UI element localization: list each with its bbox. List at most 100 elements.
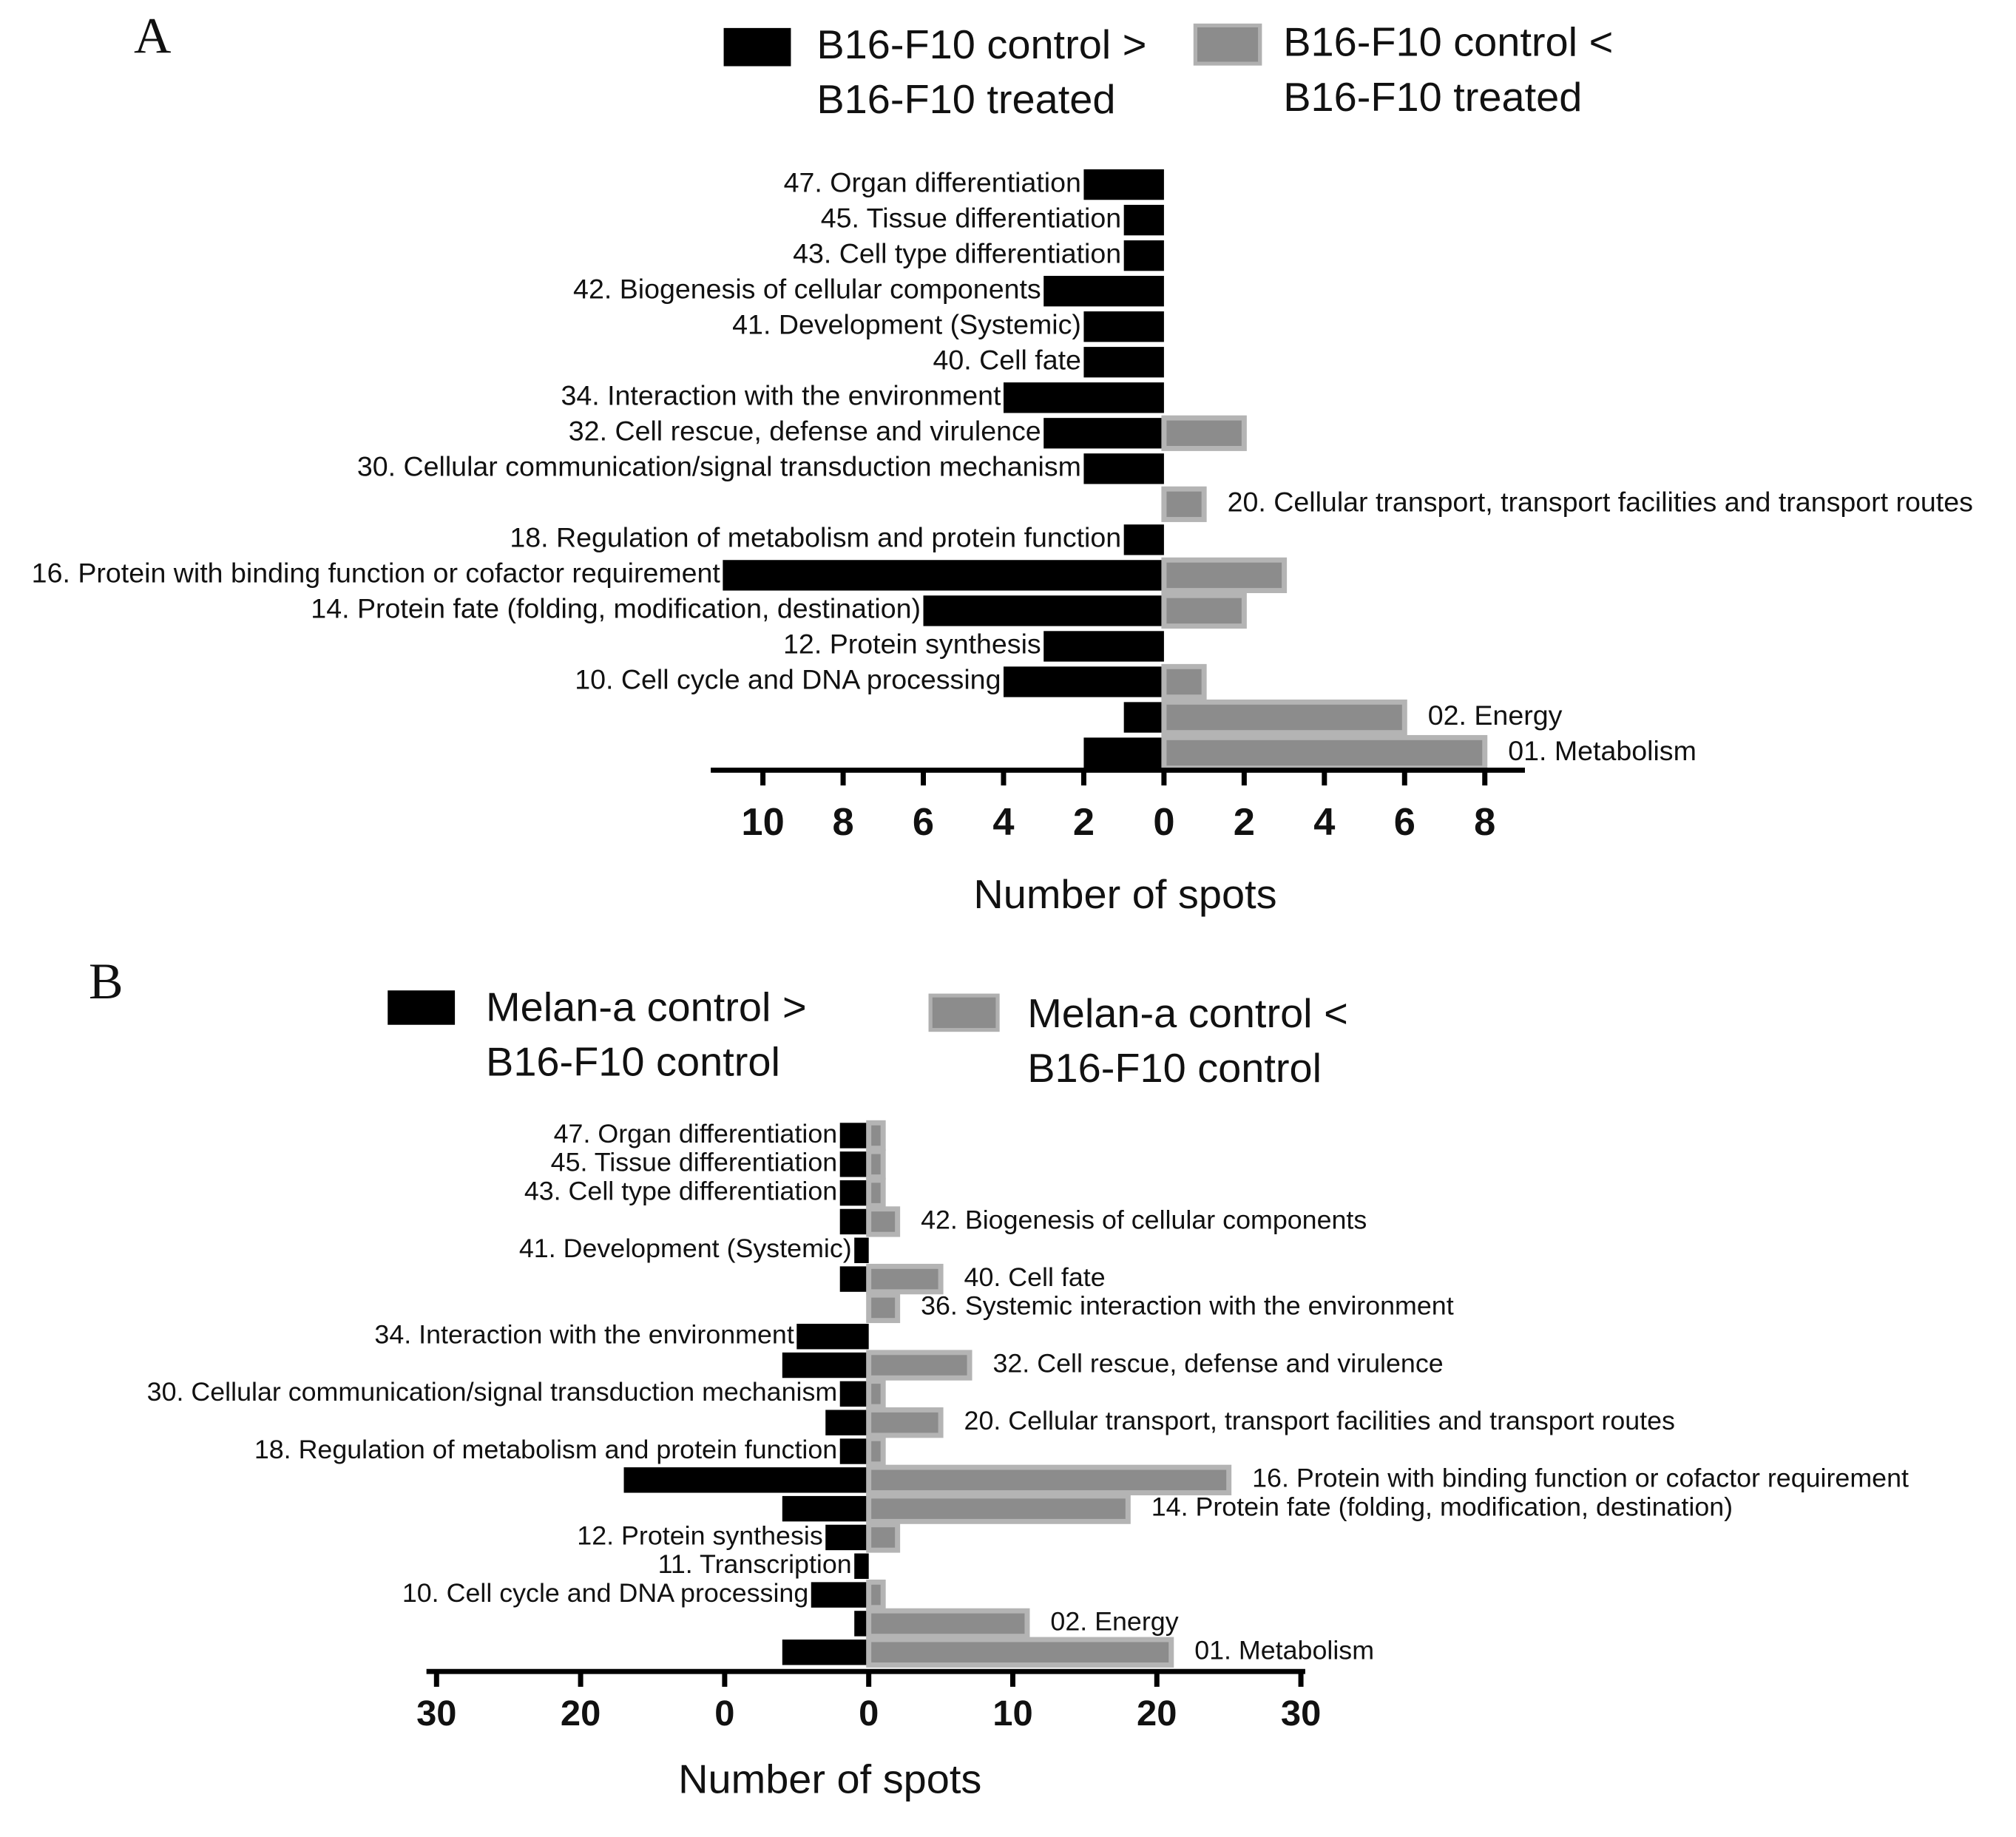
bar [854, 1611, 869, 1637]
bar [866, 1378, 886, 1410]
bar [1083, 169, 1164, 200]
bar [1003, 666, 1164, 697]
bar [811, 1582, 869, 1608]
bar [854, 1237, 869, 1263]
bar [1161, 592, 1247, 629]
legend-label: B16-F10 control > B16-F10 treated [816, 21, 1147, 123]
category-label: 02. Energy [1050, 1607, 1178, 1637]
category-label: 01. Metabolism [1508, 735, 1697, 766]
x-tick-label: 20 [1137, 1694, 1177, 1734]
x-tick-label: 30 [416, 1694, 456, 1734]
bar [1083, 347, 1164, 378]
category-label: 32. Cell rescue, defense and virulence [992, 1349, 1443, 1378]
x-tick-label: 10 [741, 801, 784, 844]
category-label: 43. Cell type differentiation [524, 1177, 837, 1206]
legend-swatch [1193, 23, 1262, 66]
bar [1123, 240, 1164, 271]
legend-swatch [388, 990, 456, 1025]
bar [825, 1524, 869, 1551]
bar [866, 1292, 901, 1324]
bar [1003, 382, 1164, 413]
x-tick-label: 30 [1281, 1694, 1321, 1734]
legend-entry: Melan-a control > B16-F10 control [486, 984, 807, 1085]
bar [866, 1493, 1131, 1524]
x-axis-label: Number of spots [973, 872, 1276, 918]
bar [1043, 631, 1164, 662]
bar [1161, 663, 1207, 700]
bar [839, 1266, 869, 1292]
category-label: 02. Energy [1428, 700, 1563, 731]
category-label: 30. Cellular communication/signal transd… [357, 451, 1081, 482]
legend-swatch [928, 993, 1000, 1032]
x-tick-label: 6 [1394, 801, 1415, 844]
category-label: 32. Cell rescue, defense and virulence [569, 416, 1041, 447]
bar [1083, 453, 1164, 484]
category-label: 18. Regulation of metabolism and protein… [254, 1435, 837, 1464]
bar [866, 1435, 886, 1467]
category-label: 01. Metabolism [1194, 1636, 1374, 1665]
bar [1083, 737, 1164, 768]
x-tick-label: 2 [1073, 801, 1095, 844]
category-label: 12. Protein synthesis [577, 1521, 822, 1551]
bar [866, 1263, 944, 1295]
bar [1161, 415, 1247, 451]
bar [1161, 486, 1207, 522]
x-tick-label: 4 [1313, 801, 1335, 844]
bar [839, 1180, 869, 1206]
category-label: 45. Tissue differentiation [821, 203, 1121, 234]
bar [825, 1410, 869, 1435]
category-label: 16. Protein with binding function or cof… [32, 558, 721, 589]
bar [796, 1324, 869, 1350]
bar [866, 1148, 886, 1180]
category-label: 11. Transcription [658, 1549, 852, 1579]
legend-swatch [723, 27, 791, 67]
bar [866, 1407, 944, 1438]
bar [839, 1438, 869, 1464]
bar [839, 1208, 869, 1235]
x-tick-label: 0 [714, 1694, 734, 1734]
bar [623, 1467, 869, 1493]
category-label: 10. Cell cycle and DNA processing [402, 1578, 808, 1608]
category-label: 14. Protein fate (folding, modification,… [1151, 1492, 1733, 1522]
bar [1123, 204, 1164, 236]
bar [1161, 699, 1407, 736]
bar [1161, 734, 1488, 771]
category-label: 42. Biogenesis of cellular components [573, 274, 1041, 305]
bar [1043, 276, 1164, 307]
category-label: 41. Development (Systemic) [732, 309, 1081, 340]
panel-label: B [89, 953, 124, 1009]
bar [1083, 311, 1164, 342]
x-tick-label: 8 [1474, 801, 1495, 844]
bar [723, 560, 1164, 591]
bar [839, 1123, 869, 1148]
legend-label: Melan-a control < B16-F10 control [1027, 990, 1348, 1092]
category-label: 12. Protein synthesis [783, 629, 1041, 660]
category-label: 47. Organ differentiation [554, 1119, 838, 1148]
x-tick-label: 10 [992, 1694, 1032, 1734]
bar [839, 1151, 869, 1177]
category-label: 45. Tissue differentiation [551, 1148, 838, 1177]
bar [782, 1495, 869, 1522]
legend-entry: B16-F10 control > B16-F10 treated [816, 21, 1147, 123]
bar [854, 1553, 869, 1579]
bar [866, 1120, 886, 1151]
x-tick-label: 8 [832, 801, 853, 844]
x-tick-label: 2 [1234, 801, 1255, 844]
x-tick-label: 20 [561, 1694, 601, 1734]
bar [1043, 418, 1164, 449]
x-axis-label: Number of spots [678, 1756, 981, 1802]
category-label: 42. Biogenesis of cellular components [921, 1205, 1367, 1235]
category-label: 20. Cellular transport, transport facili… [964, 1406, 1675, 1435]
x-tick-label: 4 [992, 801, 1014, 844]
category-label: 34. Interaction with the environment [561, 380, 1001, 411]
bar [866, 1579, 886, 1611]
category-label: 16. Protein with binding function or cof… [1252, 1464, 1909, 1493]
category-label: 20. Cellular transport, transport facili… [1228, 487, 1973, 518]
legend-entry: B16-F10 control < B16-F10 treated [1283, 19, 1613, 120]
x-tick-label: 0 [1153, 801, 1174, 844]
legend-label: Melan-a control > B16-F10 control [486, 984, 807, 1085]
bar [866, 1522, 901, 1553]
category-label: 30. Cellular communication/signal transd… [147, 1377, 838, 1407]
bar [782, 1640, 869, 1665]
